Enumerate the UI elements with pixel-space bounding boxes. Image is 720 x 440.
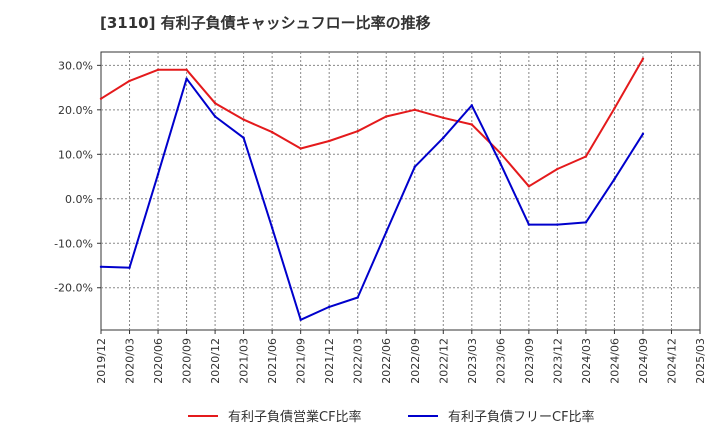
x-tick-label: 2020/09 xyxy=(181,338,194,384)
x-tick-label: 2020/06 xyxy=(152,338,165,384)
x-tick-label: 2021/06 xyxy=(266,338,279,384)
data-point xyxy=(527,185,531,188)
data-point xyxy=(185,77,188,80)
series-line-2 xyxy=(100,77,644,321)
data-point xyxy=(356,296,359,299)
data-point xyxy=(327,305,331,309)
data-point xyxy=(413,165,416,168)
x-tick-label: 2024/09 xyxy=(637,338,650,384)
data-point xyxy=(128,79,131,83)
data-point xyxy=(556,223,559,226)
legend-label-2: 有利子負債フリーCF比率 xyxy=(448,409,595,425)
x-tick-label: 2021/03 xyxy=(238,338,251,384)
x-tick-label: 2023/03 xyxy=(466,338,479,384)
data-point xyxy=(470,104,474,107)
x-tick-label: 2023/09 xyxy=(523,338,536,384)
x-tick-label: 2024/12 xyxy=(665,338,678,384)
data-point xyxy=(499,151,502,155)
x-tick-label: 2023/12 xyxy=(551,338,564,384)
data-point xyxy=(299,318,302,321)
legend-label-1: 有利子負債営業CF比率 xyxy=(228,409,362,425)
data-point xyxy=(442,136,445,140)
x-tick-label: 2020/12 xyxy=(209,338,222,384)
data-point xyxy=(584,221,588,224)
data-point xyxy=(470,123,474,126)
data-point xyxy=(641,132,645,136)
x-axis: 2019/12 2020/03 2020/06 2020/09 2020/12 2021/… xyxy=(95,330,707,384)
data-point xyxy=(613,107,616,110)
data-point xyxy=(99,97,103,100)
data-point xyxy=(641,57,645,60)
chart-title: [3110] 有利子負債キャッシュフロー比率の推移 xyxy=(100,14,431,32)
x-tick-label: 2022/09 xyxy=(409,338,422,384)
data-point xyxy=(270,226,274,229)
y-axis: 30.0% 20.0% 10.0% 0.0% -10.0% -20.0% xyxy=(54,59,101,295)
x-tick-label: 2024/03 xyxy=(580,338,593,384)
data-point xyxy=(185,68,188,71)
data-point xyxy=(442,116,445,120)
x-tick-label: 2022/06 xyxy=(380,338,393,384)
series-line-1 xyxy=(100,58,644,188)
x-tick-label: 2020/03 xyxy=(124,338,137,384)
data-point xyxy=(527,223,531,226)
data-point xyxy=(128,266,131,269)
data-point xyxy=(156,68,160,71)
x-tick-label: 2019/12 xyxy=(95,338,108,384)
data-point xyxy=(613,178,616,181)
data-point xyxy=(499,162,502,165)
x-tick-label: 2022/12 xyxy=(437,338,450,384)
legend: 有利子負債営業CF比率 有利子負債フリーCF比率 xyxy=(188,409,595,425)
data-point xyxy=(270,130,274,134)
y-tick-label: 10.0% xyxy=(58,148,93,161)
data-point xyxy=(213,115,217,118)
y-tick-label: 30.0% xyxy=(58,59,93,72)
data-point xyxy=(156,173,160,176)
data-point xyxy=(385,230,388,234)
x-tick-label: 2025/03 xyxy=(694,338,707,384)
x-tick-label: 2021/09 xyxy=(295,338,308,384)
data-point xyxy=(242,118,245,121)
data-point xyxy=(413,108,416,112)
y-tick-label: 20.0% xyxy=(58,104,93,117)
data-point xyxy=(327,139,331,143)
y-tick-label: -10.0% xyxy=(54,237,93,250)
data-point xyxy=(584,155,588,158)
y-tick-label: 0.0% xyxy=(65,193,93,206)
x-tick-label: 2022/03 xyxy=(352,338,365,384)
plot-area xyxy=(100,51,701,331)
data-point xyxy=(99,265,103,269)
data-point xyxy=(213,101,217,105)
data-point xyxy=(242,136,245,140)
x-tick-label: 2023/06 xyxy=(494,338,507,384)
data-point xyxy=(385,115,388,118)
x-tick-label: 2021/12 xyxy=(323,338,336,384)
data-point xyxy=(356,129,359,133)
y-tick-label: -20.0% xyxy=(54,282,93,295)
data-point xyxy=(556,167,559,171)
x-tick-label: 2024/06 xyxy=(608,338,621,384)
series-lines xyxy=(99,57,645,321)
data-point xyxy=(299,147,302,150)
